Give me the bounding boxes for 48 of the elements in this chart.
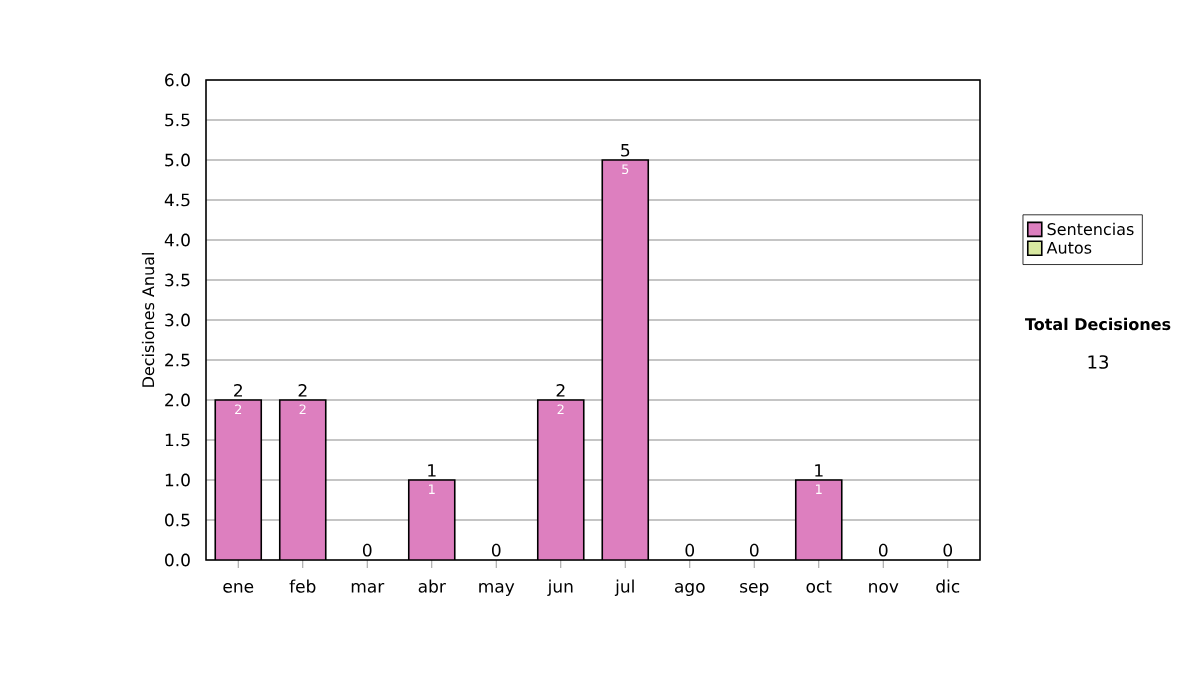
x-tick-label: sep — [740, 582, 769, 597]
x-tick-label: mar — [351, 582, 385, 593]
x-tick-label: may — [479, 582, 515, 597]
total-label: 0 — [491, 543, 501, 557]
total-label: 5 — [621, 143, 630, 157]
y-tick-label: 0.5 — [165, 513, 190, 527]
total-label: 0 — [878, 543, 888, 557]
legend-label: Sentencias — [1047, 222, 1134, 236]
bar — [407, 479, 456, 560]
y-tick-label: 6.0 — [165, 73, 190, 87]
legend-label: Autos — [1046, 241, 1092, 254]
x-tick-label: ago — [674, 582, 705, 597]
total-label: 0 — [749, 543, 759, 557]
y-tick-label: 2.5 — [165, 353, 190, 367]
text: 13 — [1088, 355, 1109, 369]
total-label: 2 — [234, 383, 242, 397]
x-tick-label: nov — [869, 582, 899, 593]
x-tick-label: ene — [223, 582, 254, 593]
y-tick-label: 4.0 — [164, 233, 190, 247]
bar — [601, 159, 650, 560]
total-label: 1 — [815, 464, 823, 477]
x-tick-label: feb — [289, 579, 316, 593]
total-label: 0 — [685, 543, 695, 557]
x-tick-label: dic — [936, 579, 960, 593]
y-tick-label: 5.0 — [165, 153, 190, 167]
total-label: 0 — [362, 543, 372, 557]
y-tick-label: 3.0 — [165, 313, 190, 327]
bar — [214, 399, 263, 560]
bar — [794, 479, 843, 560]
text: Total Decisiones — [1025, 317, 1171, 331]
y-axis-title: Decisiones Anual — [141, 253, 155, 387]
y-tick-label: 1.0 — [165, 473, 190, 487]
y-tick-label: 2.0 — [165, 393, 190, 407]
y-tick-label: 4.5 — [164, 193, 190, 207]
total-label: 1 — [428, 464, 436, 477]
total-label: 0 — [943, 543, 953, 557]
bar — [536, 399, 585, 560]
total-label: 2 — [298, 383, 307, 397]
total-label: 2 — [556, 383, 565, 397]
x-tick-label: jun — [547, 579, 573, 597]
x-tick-label: oct — [806, 580, 832, 593]
y-tick-label: 0.0 — [165, 553, 190, 567]
y-tick-label: 3.5 — [165, 273, 190, 287]
y-tick-label: 5.5 — [165, 113, 190, 127]
bar — [278, 399, 327, 560]
x-tick-label: abr — [418, 579, 446, 593]
y-tick-label: 1.5 — [165, 433, 190, 447]
x-tick-label: jul — [614, 579, 634, 597]
